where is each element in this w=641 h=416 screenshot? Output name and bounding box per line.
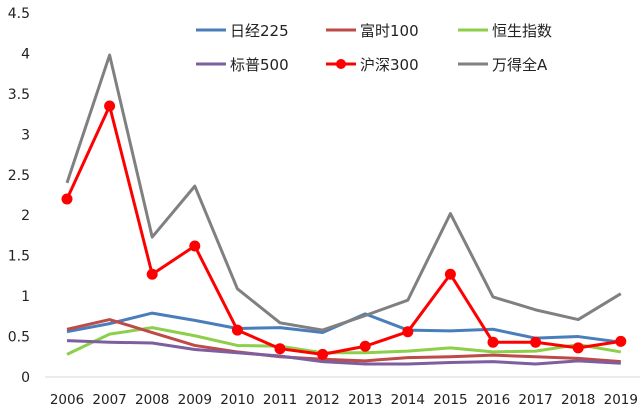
data-point [189,240,201,252]
data-point [487,336,499,348]
data-point [530,336,542,348]
legend-label: 日经225 [230,22,289,40]
data-point [444,268,456,280]
x-tick-label: 2017 [518,392,552,408]
data-point [572,342,584,354]
y-tick-label: 3.5 [8,87,30,103]
y-tick-label: 1 [21,289,30,305]
x-tick-label: 2010 [220,392,254,408]
data-point [104,100,116,112]
y-tick-label: 4.5 [8,6,30,22]
y-tick-label: 2 [21,208,30,224]
series-line [65,104,622,356]
x-tick-label: 2009 [178,392,212,408]
series-line [66,339,621,366]
data-point [61,193,73,205]
legend-label: 沪深300 [360,56,419,74]
legend-label: 标普500 [230,56,289,74]
y-tick-label: 0.5 [8,330,30,346]
series-line [65,53,622,332]
x-tick-label: 2013 [348,392,382,408]
data-point [402,326,414,338]
x-tick-label: 2018 [561,392,595,408]
x-tick-label: 2019 [604,392,638,408]
y-tick-label: 3 [21,127,30,143]
legend-marker [336,59,346,69]
x-tick-label: 2011 [263,392,297,408]
series-line [66,326,622,356]
x-tick-label: 2006 [50,392,84,408]
y-tick-label: 0 [21,370,30,386]
data-point [615,335,627,347]
series-lines [61,53,627,366]
x-tick-label: 2008 [135,392,169,408]
data-point [274,343,286,355]
data-point [146,268,158,280]
x-tick-label: 2014 [391,392,425,408]
x-tick-label: 2016 [476,392,510,408]
data-point [359,340,371,352]
x-axis: 2006 2007 2008 2009 2010 2011 2012 2013 2014 2015… [45,376,640,408]
legend-label: 万得全A [492,56,548,74]
data-point [231,324,243,336]
y-axis: 0 0.5 1 1.5 2 2.5 3 3.5 4 4.5 [8,6,30,386]
series-line [66,318,621,364]
legend-label: 恒生指数 [492,22,552,40]
data-point [317,348,329,360]
x-tick-label: 2007 [92,392,126,408]
y-tick-label: 4 [21,46,30,62]
y-tick-label: 2.5 [8,168,30,184]
y-tick-label: 1.5 [8,249,30,265]
x-tick-label: 2012 [305,392,339,408]
x-tick-label: 2015 [433,392,467,408]
legend-label: 富时100 [360,22,419,40]
